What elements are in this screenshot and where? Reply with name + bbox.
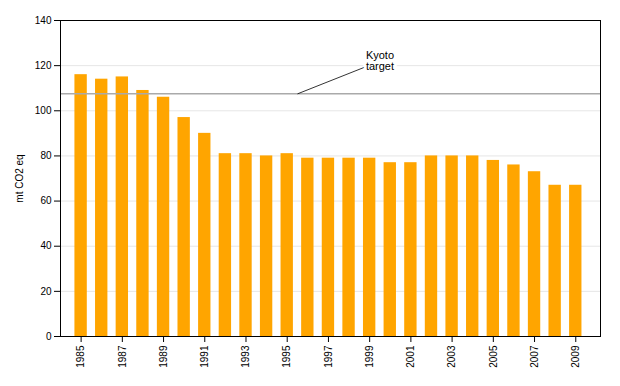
svg-text:2009: 2009 [570, 345, 581, 368]
svg-text:1997: 1997 [323, 345, 334, 368]
svg-text:1995: 1995 [281, 345, 292, 368]
svg-text:2001: 2001 [405, 345, 416, 368]
svg-text:1993: 1993 [240, 345, 251, 368]
svg-text:1987: 1987 [117, 345, 128, 368]
svg-text:2007: 2007 [529, 345, 540, 368]
svg-text:40: 40 [40, 240, 52, 251]
svg-text:1999: 1999 [364, 345, 375, 368]
svg-text:120: 120 [35, 60, 52, 71]
svg-text:1989: 1989 [158, 345, 169, 368]
svg-text:Kyototarget: Kyototarget [366, 49, 394, 72]
svg-text:60: 60 [40, 195, 52, 206]
svg-text:140: 140 [35, 15, 52, 26]
svg-text:1991: 1991 [199, 345, 210, 368]
svg-text:2003: 2003 [446, 345, 457, 368]
svg-text:100: 100 [35, 105, 52, 116]
svg-text:20: 20 [40, 286, 52, 297]
svg-text:0: 0 [46, 331, 52, 342]
svg-text:1985: 1985 [75, 345, 86, 368]
svg-text:mt CO2 eq: mt CO2 eq [14, 154, 25, 202]
svg-text:80: 80 [40, 150, 52, 161]
svg-text:2005: 2005 [488, 345, 499, 368]
